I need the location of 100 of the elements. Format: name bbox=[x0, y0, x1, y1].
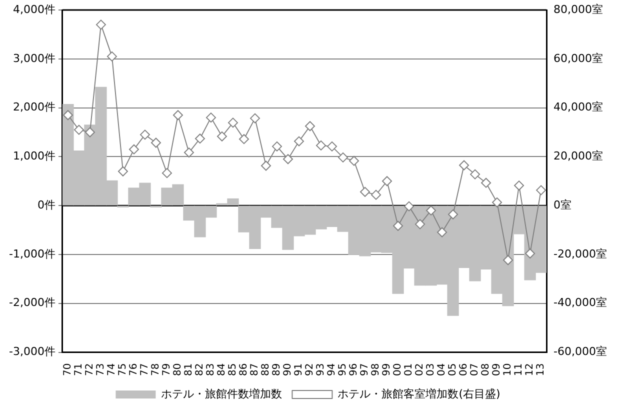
x-tick-label: 01 bbox=[404, 363, 415, 376]
x-tick-label: 10 bbox=[502, 363, 514, 376]
point bbox=[162, 168, 172, 178]
point bbox=[349, 156, 360, 166]
point bbox=[283, 154, 293, 164]
point bbox=[316, 140, 326, 150]
point bbox=[492, 197, 502, 208]
point bbox=[172, 110, 183, 120]
point bbox=[371, 190, 382, 200]
point bbox=[294, 136, 304, 146]
point bbox=[448, 209, 458, 220]
point bbox=[250, 113, 260, 124]
x-tick-label: 79 bbox=[162, 363, 173, 376]
x-tick-label: 80 bbox=[172, 363, 184, 376]
x-tick-label: 91 bbox=[294, 363, 305, 376]
point bbox=[470, 169, 480, 180]
point bbox=[525, 248, 536, 259]
point bbox=[404, 201, 414, 212]
point bbox=[150, 138, 161, 148]
point bbox=[96, 20, 106, 30]
x-tick-label: 93 bbox=[316, 363, 327, 376]
y2-tick-label: 20,000室 bbox=[554, 150, 604, 163]
x-tick-label: 03 bbox=[426, 363, 437, 376]
point bbox=[118, 166, 128, 176]
point bbox=[393, 220, 404, 231]
y-tick-label: 0件 bbox=[37, 198, 56, 212]
point bbox=[74, 124, 84, 135]
x-tick-label: 98 bbox=[370, 363, 382, 376]
point bbox=[260, 160, 271, 171]
y2-tick-label: 60,000室 bbox=[554, 52, 604, 65]
x-tick-label: 84 bbox=[216, 363, 228, 376]
point bbox=[62, 110, 73, 120]
x-tick-label: 73 bbox=[96, 363, 107, 376]
x-tick-label: 08 bbox=[480, 363, 492, 376]
y2-tick-label: 80,000室 bbox=[554, 2, 604, 16]
x-tick-label: 74 bbox=[106, 363, 118, 376]
point bbox=[184, 148, 194, 158]
y2-tick-label: -20,000室 bbox=[554, 247, 608, 260]
y2-tick-label: 40,000室 bbox=[554, 100, 604, 114]
legend-label: ホテル・旅館客室増加数(右目盛) bbox=[338, 387, 500, 400]
y-tick-label: -2,000件 bbox=[8, 296, 56, 310]
y-tick-label: 4,000件 bbox=[12, 2, 56, 16]
x-tick-label: 87 bbox=[250, 363, 261, 376]
point bbox=[194, 134, 205, 144]
x-tick-label: 81 bbox=[184, 363, 195, 376]
y2-tick-label: -40,000室 bbox=[554, 296, 608, 310]
x-tick-label: 70 bbox=[62, 363, 74, 376]
x-tick-label: 05 bbox=[448, 363, 459, 376]
point bbox=[128, 144, 139, 154]
point bbox=[327, 141, 338, 152]
point bbox=[238, 134, 249, 144]
x-tick-label: 95 bbox=[338, 363, 349, 376]
point bbox=[272, 141, 282, 152]
point bbox=[536, 185, 546, 196]
x-tick-label: 77 bbox=[140, 363, 151, 376]
x-tick-label: 07 bbox=[470, 363, 481, 376]
point bbox=[216, 131, 227, 142]
y-tick-label: -3,000件 bbox=[8, 345, 56, 358]
x-tick-label: 89 bbox=[272, 363, 283, 376]
x-tick-label: 86 bbox=[238, 363, 250, 376]
x-tick-label: 97 bbox=[360, 363, 371, 376]
point bbox=[437, 227, 448, 238]
point bbox=[514, 180, 524, 191]
x-tick-label: 82 bbox=[194, 363, 206, 376]
y-tick-label: -1,000件 bbox=[8, 247, 56, 260]
x-tick-label: 94 bbox=[326, 363, 338, 376]
x-tick-label: 11 bbox=[514, 363, 525, 376]
point bbox=[140, 130, 150, 140]
x-tick-label: 09 bbox=[492, 363, 503, 376]
x-tick-label: 99 bbox=[382, 363, 393, 376]
x-tick-label: 96 bbox=[348, 363, 360, 376]
x-tick-label: 04 bbox=[436, 363, 448, 376]
x-tick-label: 92 bbox=[304, 363, 316, 376]
x-tick-label: 83 bbox=[206, 363, 217, 376]
point bbox=[426, 205, 436, 216]
x-tick-label: 02 bbox=[414, 363, 426, 376]
x-tick-label: 90 bbox=[282, 363, 294, 376]
point bbox=[481, 178, 492, 188]
point bbox=[360, 186, 370, 197]
x-tick-label: 06 bbox=[458, 363, 470, 376]
y-tick-label: 1,000件 bbox=[12, 150, 56, 163]
x-tick-label: 75 bbox=[118, 363, 129, 376]
x-tick-label: 12 bbox=[524, 363, 536, 376]
x-tick-label: 72 bbox=[84, 363, 96, 376]
point bbox=[503, 255, 514, 266]
y2-tick-label: -60,000室 bbox=[554, 345, 608, 358]
x-tick-label: 88 bbox=[260, 363, 272, 376]
y2-tick-label: 0室 bbox=[554, 198, 572, 212]
point bbox=[382, 176, 392, 186]
point bbox=[415, 219, 426, 230]
point bbox=[84, 127, 95, 138]
point bbox=[228, 118, 238, 128]
x-tick-label: 85 bbox=[228, 363, 239, 376]
y-tick-label: 2,000件 bbox=[12, 100, 56, 114]
point bbox=[459, 160, 470, 170]
x-tick-label: 71 bbox=[74, 363, 85, 376]
point bbox=[106, 51, 117, 62]
x-tick-label: 76 bbox=[128, 363, 140, 376]
y-tick-label: 3,000件 bbox=[12, 52, 56, 65]
x-tick-label: 78 bbox=[150, 363, 162, 376]
